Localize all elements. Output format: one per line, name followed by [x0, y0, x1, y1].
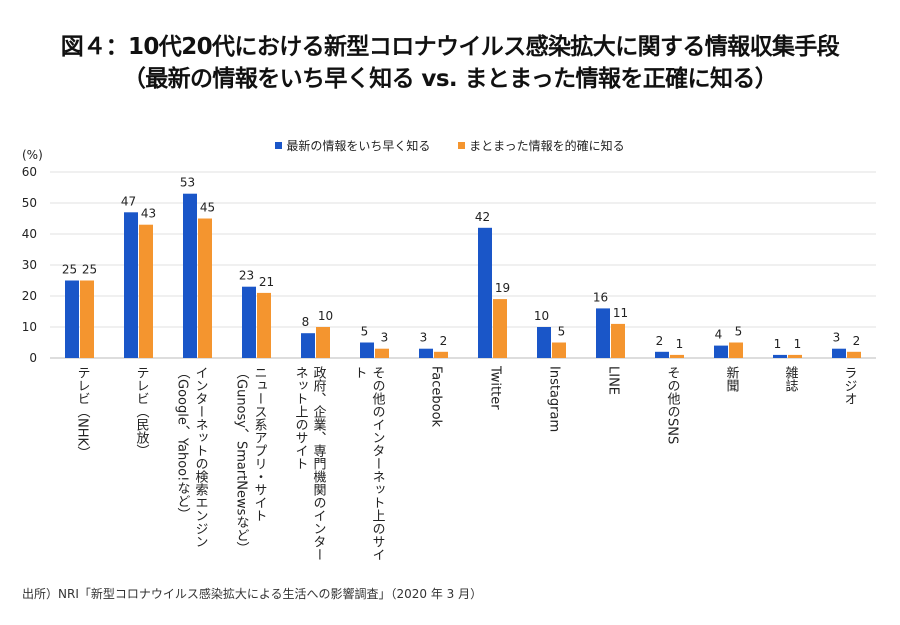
data-label: 21 [259, 275, 274, 289]
legend-swatch [275, 142, 283, 149]
legend: 最新の情報をいち早く知る まとまった情報を的確に知る [0, 137, 900, 154]
bar-latest [655, 351, 669, 358]
bar-accurate [375, 348, 389, 358]
y-tick-label: 30 [22, 258, 37, 272]
x-tick-label: 雑誌 [782, 366, 798, 392]
x-tick-label: インターネットの検索エンジン（Google、Yahoo!など） [174, 366, 208, 548]
x-tick-label: その他のSNS [664, 366, 680, 445]
y-tick-label: 60 [22, 165, 37, 179]
y-tick-label: 20 [22, 289, 37, 303]
data-label: 11 [613, 306, 628, 320]
data-label: 5 [558, 325, 566, 339]
bar-latest [360, 342, 374, 358]
bar-accurate [257, 292, 271, 358]
data-label: 47 [121, 194, 136, 208]
data-label: 2 [440, 334, 448, 348]
legend-item-series-2: まとまった情報を的確に知る [458, 137, 625, 154]
y-tick-label: 10 [22, 320, 37, 334]
data-label: 25 [82, 263, 97, 277]
data-label: 10 [318, 309, 333, 323]
bar-latest [419, 348, 433, 358]
legend-label: まとまった情報を的確に知る [469, 139, 625, 153]
y-tick-label: 50 [22, 196, 37, 210]
bar-accurate [788, 354, 802, 358]
x-tick-label: ラジオ [841, 366, 857, 405]
bar-latest [124, 212, 138, 358]
x-tick-label: ニュース系アプリ・サイト（Gunosy、SmartNewsなど） [233, 366, 267, 555]
bar-latest [242, 286, 256, 358]
y-tick-label: 0 [29, 351, 37, 365]
x-tick-label: テレビ（民放） [133, 366, 149, 457]
bar-latest [301, 333, 315, 358]
bar-accurate [316, 327, 330, 358]
data-label: 4 [715, 328, 723, 342]
chart-subtitle: （最新の情報をいち早く知る vs. まとまった情報を正確に知る） [122, 66, 778, 92]
bar-latest [773, 354, 787, 358]
bar-latest [183, 193, 197, 358]
y-axis-unit: (%) [22, 148, 43, 162]
bar-accurate [434, 351, 448, 358]
bar-latest [478, 227, 492, 358]
data-label: 10 [534, 309, 549, 323]
data-label: 5 [361, 325, 369, 339]
bar-accurate [670, 354, 684, 358]
x-tick-label: LINE [605, 366, 621, 396]
data-label: 5 [735, 325, 743, 339]
data-label: 3 [381, 331, 389, 345]
legend-swatch [458, 142, 466, 149]
data-label: 19 [495, 281, 510, 295]
data-label: 8 [302, 315, 310, 329]
y-tick-label: 40 [22, 227, 37, 241]
bar-accurate [552, 342, 566, 358]
data-label: 1 [794, 337, 802, 351]
bar-accurate [198, 218, 212, 358]
bar-accurate [80, 280, 94, 358]
data-label: 3 [833, 331, 841, 345]
data-label: 2 [656, 334, 664, 348]
x-tick-label: 新聞 [723, 366, 739, 392]
data-label: 45 [200, 201, 215, 215]
x-tick-label: Twitter [487, 366, 503, 410]
chart-title: 図４：10代20代における新型コロナウイルス感染拡大に関する情報収集手段 [60, 34, 840, 60]
bar-accurate [611, 323, 625, 358]
x-tick-label: その他のインターネット上のサイト [351, 366, 385, 561]
bar-accurate [493, 299, 507, 358]
bar-latest [596, 308, 610, 358]
bar-accurate [139, 224, 153, 358]
legend-label: 最新の情報をいち早く知る [286, 139, 431, 153]
data-label: 53 [180, 176, 195, 190]
x-tick-label: Instagram [546, 366, 562, 433]
data-label: 25 [62, 263, 77, 277]
x-tick-label: Facebook [428, 366, 444, 428]
bar-latest [832, 348, 846, 358]
data-label: 2 [853, 334, 861, 348]
data-label: 42 [475, 210, 490, 224]
data-label: 23 [239, 269, 254, 283]
data-label: 1 [774, 337, 782, 351]
x-tick-label: テレビ（NHK） [74, 366, 90, 460]
bar-latest [714, 345, 728, 358]
x-tick-label: 政府、企業、専門機関のインターネット上のサイト [292, 366, 326, 561]
legend-item-series-1: 最新の情報をいち早く知る [275, 137, 430, 154]
data-label: 3 [420, 331, 428, 345]
data-label: 16 [593, 290, 608, 304]
bar-latest [537, 327, 551, 358]
bar-latest [65, 280, 79, 358]
bar-accurate [729, 342, 743, 358]
bar-accurate [847, 351, 861, 358]
data-label: 1 [676, 337, 684, 351]
source-note: 出所）NRI「新型コロナウイルス感染拡大による生活への影響調査」（2020 年 … [22, 587, 483, 601]
data-label: 43 [141, 207, 156, 221]
